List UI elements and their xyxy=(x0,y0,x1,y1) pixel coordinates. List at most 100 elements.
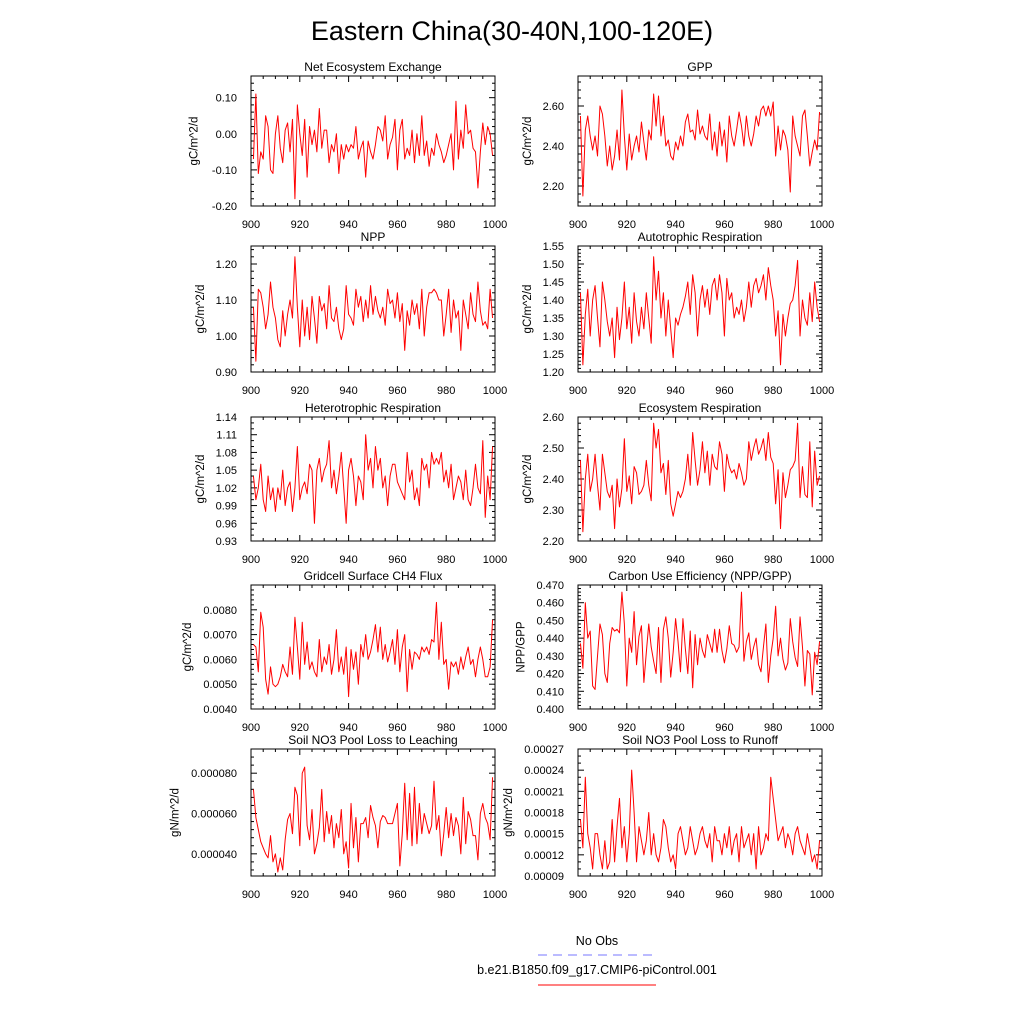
y-tick-label: 0.10 xyxy=(216,93,237,105)
x-tick-label: 920 xyxy=(291,554,309,566)
chart-panel-7: Carbon Use Efficiency (NPP/GPP) 900 920 940… xyxy=(516,569,835,734)
y-tick-label: 0.0080 xyxy=(203,605,237,617)
series-line-0 xyxy=(579,422,821,533)
x-tick-label: 980 xyxy=(764,889,782,901)
x-tick-label: 900 xyxy=(569,385,587,397)
legend: No Obs b.e21.B1850.f09_g17.CMIP6-piContr… xyxy=(477,934,717,986)
y-tick-label: 1.11 xyxy=(216,430,237,442)
x-tick-label: 960 xyxy=(715,385,733,397)
y-tick-label: 1.20 xyxy=(543,367,564,379)
y-tick-label: 0.00027 xyxy=(524,744,564,756)
x-tick-label: 980 xyxy=(437,889,455,901)
x-tick-label: 980 xyxy=(764,722,782,734)
y-tick-label: 2.40 xyxy=(543,141,564,153)
x-tick-label: 960 xyxy=(715,554,733,566)
y-axis-label: gC/m^2/d xyxy=(195,285,207,334)
chart-panel-8: Soil NO3 Pool Loss to Leaching 900 920 940 9… xyxy=(170,733,508,901)
series-line-0 xyxy=(579,769,821,870)
y-tick-label: 0.000080 xyxy=(191,768,237,780)
y-tick-label: 1.45 xyxy=(543,277,564,289)
y-tick-label: 2.60 xyxy=(543,412,564,424)
y-tick-label: 1.05 xyxy=(216,465,237,477)
y-tick-label: 0.470 xyxy=(536,580,564,592)
x-tick-label: 1000 xyxy=(810,889,834,901)
y-axis-label: gC/m^2/d xyxy=(522,285,534,334)
x-tick-label: 940 xyxy=(339,722,357,734)
x-tick-label: 940 xyxy=(339,554,357,566)
x-tick-label: 900 xyxy=(569,722,587,734)
series-line-0 xyxy=(253,601,494,698)
legend-label-model: b.e21.B1850.f09_g17.CMIP6-piControl.001 xyxy=(477,963,717,977)
y-tick-label: 1.00 xyxy=(216,331,237,343)
x-tick-label: 1000 xyxy=(483,554,507,566)
x-tick-label: 940 xyxy=(339,385,357,397)
plot-frame xyxy=(250,75,496,207)
y-tick-label: 1.02 xyxy=(216,483,237,495)
x-tick-label: 980 xyxy=(437,554,455,566)
x-tick-label: 900 xyxy=(569,889,587,901)
y-tick-label: 0.0040 xyxy=(203,704,237,716)
y-tick-label: 1.35 xyxy=(543,313,564,325)
y-tick-label: 0.410 xyxy=(536,686,564,698)
x-tick-label: 920 xyxy=(291,219,309,231)
x-tick-label: 920 xyxy=(618,722,636,734)
x-tick-label: 1000 xyxy=(483,219,507,231)
chart-panel-0: Net Ecosystem Exchange 900 920 940 960 980 100… xyxy=(189,60,508,231)
x-tick-label: 900 xyxy=(242,219,260,231)
x-tick-label: 940 xyxy=(666,889,684,901)
y-tick-label: 0.460 xyxy=(536,598,564,610)
y-tick-label: 1.14 xyxy=(216,412,237,424)
plot-frame xyxy=(250,748,496,877)
legend-label-no-obs: No Obs xyxy=(576,934,618,948)
x-tick-label: 940 xyxy=(339,219,357,231)
y-tick-label: 0.0070 xyxy=(203,630,237,642)
y-tick-label: 0.90 xyxy=(216,367,237,379)
panel-title: Gridcell Surface CH4 Flux xyxy=(304,569,443,583)
y-tick-label: 0.00018 xyxy=(524,808,564,820)
series-line-0 xyxy=(579,591,821,696)
y-axis-label: gN/m^2/d xyxy=(503,788,515,837)
y-tick-label: -0.20 xyxy=(212,201,237,213)
x-tick-label: 940 xyxy=(666,385,684,397)
x-tick-label: 980 xyxy=(764,385,782,397)
y-tick-label: 0.400 xyxy=(536,704,564,716)
panel-title: Soil NO3 Pool Loss to Runoff xyxy=(622,733,779,747)
panel-title: Autotrophic Respiration xyxy=(638,230,763,244)
x-tick-label: 960 xyxy=(715,889,733,901)
y-tick-label: 1.20 xyxy=(216,259,237,271)
panel-title: Ecosystem Respiration xyxy=(639,401,762,415)
panel-title: Carbon Use Efficiency (NPP/GPP) xyxy=(608,569,791,583)
y-tick-label: 1.55 xyxy=(543,241,564,253)
series-line-0 xyxy=(252,256,494,362)
y-tick-label: 0.450 xyxy=(536,615,564,627)
y-tick-label: 2.40 xyxy=(543,474,564,486)
x-tick-label: 900 xyxy=(242,889,260,901)
y-tick-label: 0.0050 xyxy=(203,679,237,691)
x-tick-label: 920 xyxy=(291,385,309,397)
y-tick-label: 0.430 xyxy=(536,651,564,663)
y-tick-label: 2.60 xyxy=(543,101,564,113)
chart-panel-5: Ecosystem Respiration 900 920 940 960 980 1000… xyxy=(522,401,834,566)
x-tick-label: 920 xyxy=(618,385,636,397)
x-tick-label: 900 xyxy=(242,385,260,397)
x-tick-label: 980 xyxy=(764,554,782,566)
x-tick-label: 940 xyxy=(666,722,684,734)
x-tick-label: 960 xyxy=(715,219,733,231)
x-tick-label: 980 xyxy=(437,385,455,397)
chart-panel-6: Gridcell Surface CH4 Flux 900 920 940 960 980… xyxy=(182,569,507,734)
y-tick-label: 0.000040 xyxy=(191,849,237,861)
x-tick-label: 1000 xyxy=(483,889,507,901)
y-tick-label: 2.30 xyxy=(543,505,564,517)
x-tick-label: 1000 xyxy=(810,219,834,231)
y-axis-label: gN/m^2/d xyxy=(170,788,182,837)
x-tick-label: 960 xyxy=(388,722,406,734)
chart-panel-4: Heterotrophic Respiration 900 920 940 960 980… xyxy=(195,401,507,566)
x-tick-label: 920 xyxy=(291,889,309,901)
y-axis-label: gC/m^2/d xyxy=(522,117,534,166)
x-tick-label: 920 xyxy=(618,889,636,901)
x-tick-label: 960 xyxy=(715,722,733,734)
y-tick-label: 0.0060 xyxy=(203,654,237,666)
x-tick-label: 920 xyxy=(618,554,636,566)
panel-title: Net Ecosystem Exchange xyxy=(304,60,442,74)
